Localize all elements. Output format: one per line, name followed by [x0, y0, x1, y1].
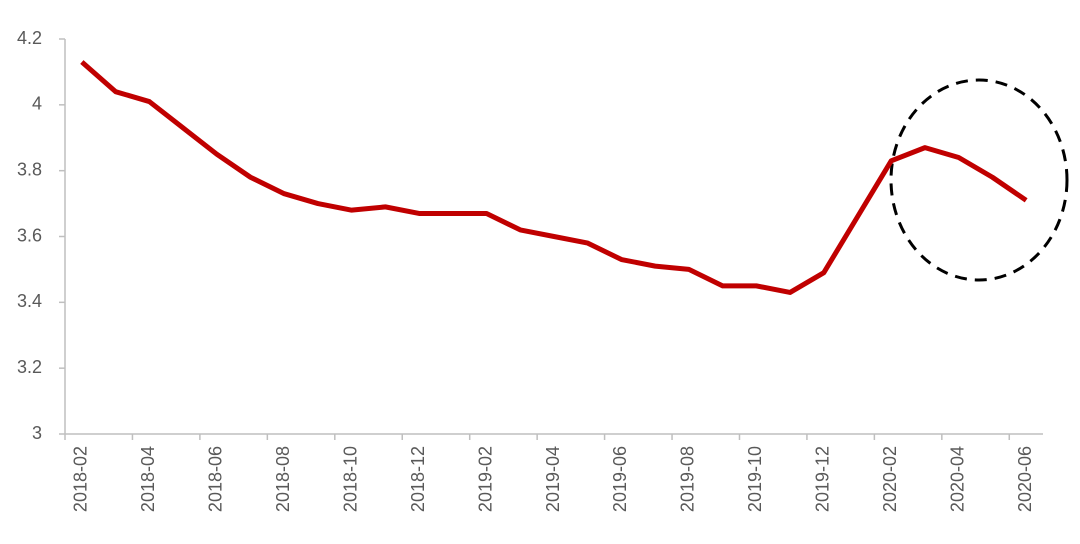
x-tick-label: 2019-08 [678, 446, 698, 512]
x-tick-label: 2018-06 [206, 446, 226, 512]
highlight-ellipse [889, 78, 1069, 282]
y-tick-label: 3.2 [17, 357, 42, 377]
y-tick-label: 3.4 [17, 291, 42, 311]
x-tick-label: 2018-12 [408, 446, 428, 512]
x-tick-label: 2020-04 [947, 446, 967, 512]
x-tick-label: 2018-04 [138, 446, 158, 512]
y-tick-label: 3 [32, 423, 42, 443]
x-tick-label: 2018-10 [340, 446, 360, 512]
y-tick-label: 4 [32, 94, 42, 114]
x-tick-label: 2019-12 [813, 446, 833, 512]
y-tick-label: 3.6 [17, 225, 42, 245]
x-tick-label: 2019-06 [610, 446, 630, 512]
x-tick-label: 2018-08 [273, 446, 293, 512]
x-tick-label: 2018-02 [71, 446, 91, 512]
y-tick-label: 3.8 [17, 159, 42, 179]
y-tick-label: 4.2 [17, 28, 42, 48]
x-tick-label: 2020-02 [880, 446, 900, 512]
x-tick-label: 2019-02 [475, 446, 495, 512]
x-tick-label: 2019-04 [543, 446, 563, 512]
x-tick-label: 2019-10 [745, 446, 765, 512]
x-tick-label: 2020-06 [1015, 446, 1035, 512]
line-series [80, 60, 1028, 295]
